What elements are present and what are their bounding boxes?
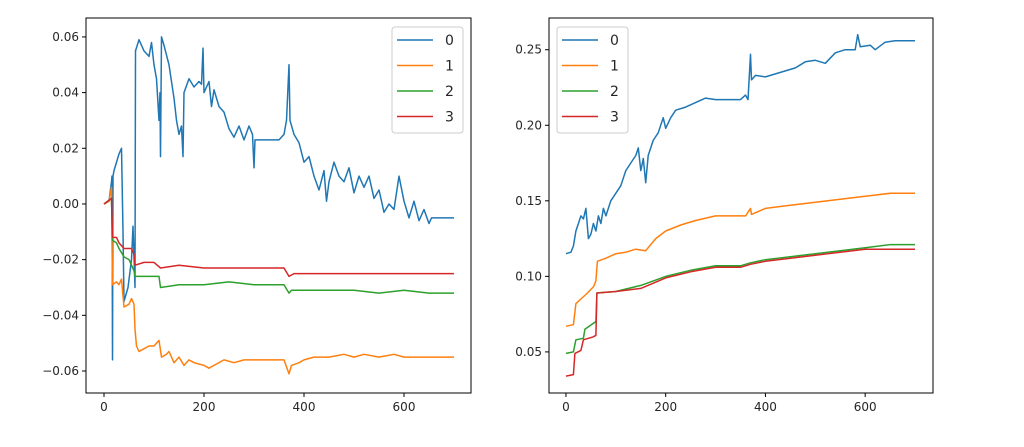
legend: 0 1 2 3 — [391, 26, 464, 134]
y-tick-label: −0.04 — [42, 308, 79, 322]
series-line-2 — [103, 197, 454, 294]
legend-label-2: 2 — [610, 84, 619, 100]
x-tick-label: 200 — [654, 400, 677, 414]
axes-frame — [85, 17, 472, 394]
y-tick-label: −0.06 — [42, 364, 79, 378]
y-tick-label: −0.02 — [42, 253, 79, 267]
y-tick-label: 0.04 — [52, 86, 79, 100]
legend-label-0: 0 — [445, 33, 454, 49]
x-tick-label: 600 — [854, 400, 877, 414]
series-line-1 — [103, 186, 454, 375]
x-tick-label: 200 — [193, 400, 216, 414]
y-tick-label: 0.20 — [515, 118, 542, 132]
x-tick-label: 400 — [754, 400, 777, 414]
y-tick-label: 0.25 — [515, 43, 542, 57]
series-line-2 — [565, 243, 915, 355]
series-line-3 — [103, 197, 454, 278]
legend-label-1: 1 — [445, 59, 454, 75]
legend-box — [391, 26, 464, 134]
series-line-1 — [565, 192, 915, 327]
x-tick-label: 0 — [562, 400, 570, 414]
legend-label-2: 2 — [445, 84, 454, 100]
series-line-3 — [565, 248, 915, 377]
series-line-0 — [103, 36, 454, 361]
legend-label-0: 0 — [610, 33, 619, 49]
chart-0: 0 200 400 600 −0.06 −0.04 −0.02 0.00 0.02 0.04 0.0… — [42, 17, 472, 414]
axes-frame — [548, 17, 934, 394]
y-tick-label: 0.05 — [515, 345, 542, 359]
x-tick-label: 600 — [393, 400, 416, 414]
y-tick-label: 0.00 — [52, 197, 79, 211]
legend-label-1: 1 — [610, 59, 619, 75]
series-line-0 — [565, 33, 915, 255]
y-tick-label: 0.15 — [515, 194, 542, 208]
x-tick-label: 0 — [100, 400, 108, 414]
legend-label-3: 3 — [610, 110, 619, 126]
legend-box — [556, 26, 629, 134]
legend: 0 1 2 3 — [556, 26, 629, 134]
chart-1: 0 200 400 600 0.05 0.10 0.15 0.20 0.25 0 1 2 3 — [515, 17, 934, 414]
y-tick-label: 0.06 — [52, 30, 79, 44]
y-tick-label: 0.02 — [52, 141, 79, 155]
y-tick-label: 0.10 — [515, 269, 542, 283]
x-tick-label: 400 — [293, 400, 316, 414]
legend-label-3: 3 — [445, 110, 454, 126]
